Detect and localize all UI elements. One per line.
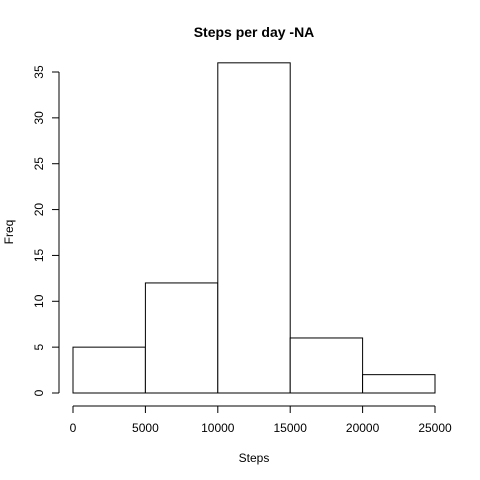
y-tick-label: 35 [32, 65, 46, 79]
histogram-bar [289, 337, 364, 394]
x-tick-label: 0 [70, 421, 77, 435]
x-tick-label: 10000 [201, 421, 235, 435]
x-tick-label: 20000 [346, 421, 380, 435]
y-tick-label: 10 [32, 294, 46, 308]
x-axis-label: Steps [239, 451, 270, 465]
bars-group [72, 62, 436, 394]
y-tick-label: 15 [32, 248, 46, 262]
x-axis: 0 5000 10000 15000 20000 25000 [70, 405, 452, 435]
y-tick-label: 5 [32, 343, 46, 350]
histogram-bar [362, 374, 436, 394]
y-tick-label: 25 [32, 157, 46, 171]
y-axis-label: Freq [2, 220, 16, 245]
chart-title: Steps per day -NA [194, 24, 315, 40]
x-tick-label: 15000 [274, 421, 308, 435]
y-tick-label: 30 [32, 111, 46, 125]
y-tick-label: 20 [32, 203, 46, 217]
y-axis: 0 5 10 15 20 25 30 35 [32, 65, 60, 396]
histogram-bar [144, 282, 219, 394]
x-tick-label: 25000 [418, 421, 452, 435]
y-tick-label: 0 [32, 389, 46, 396]
x-tick-label: 5000 [132, 421, 159, 435]
histogram-bar [217, 62, 291, 394]
histogram-bar [72, 346, 146, 394]
